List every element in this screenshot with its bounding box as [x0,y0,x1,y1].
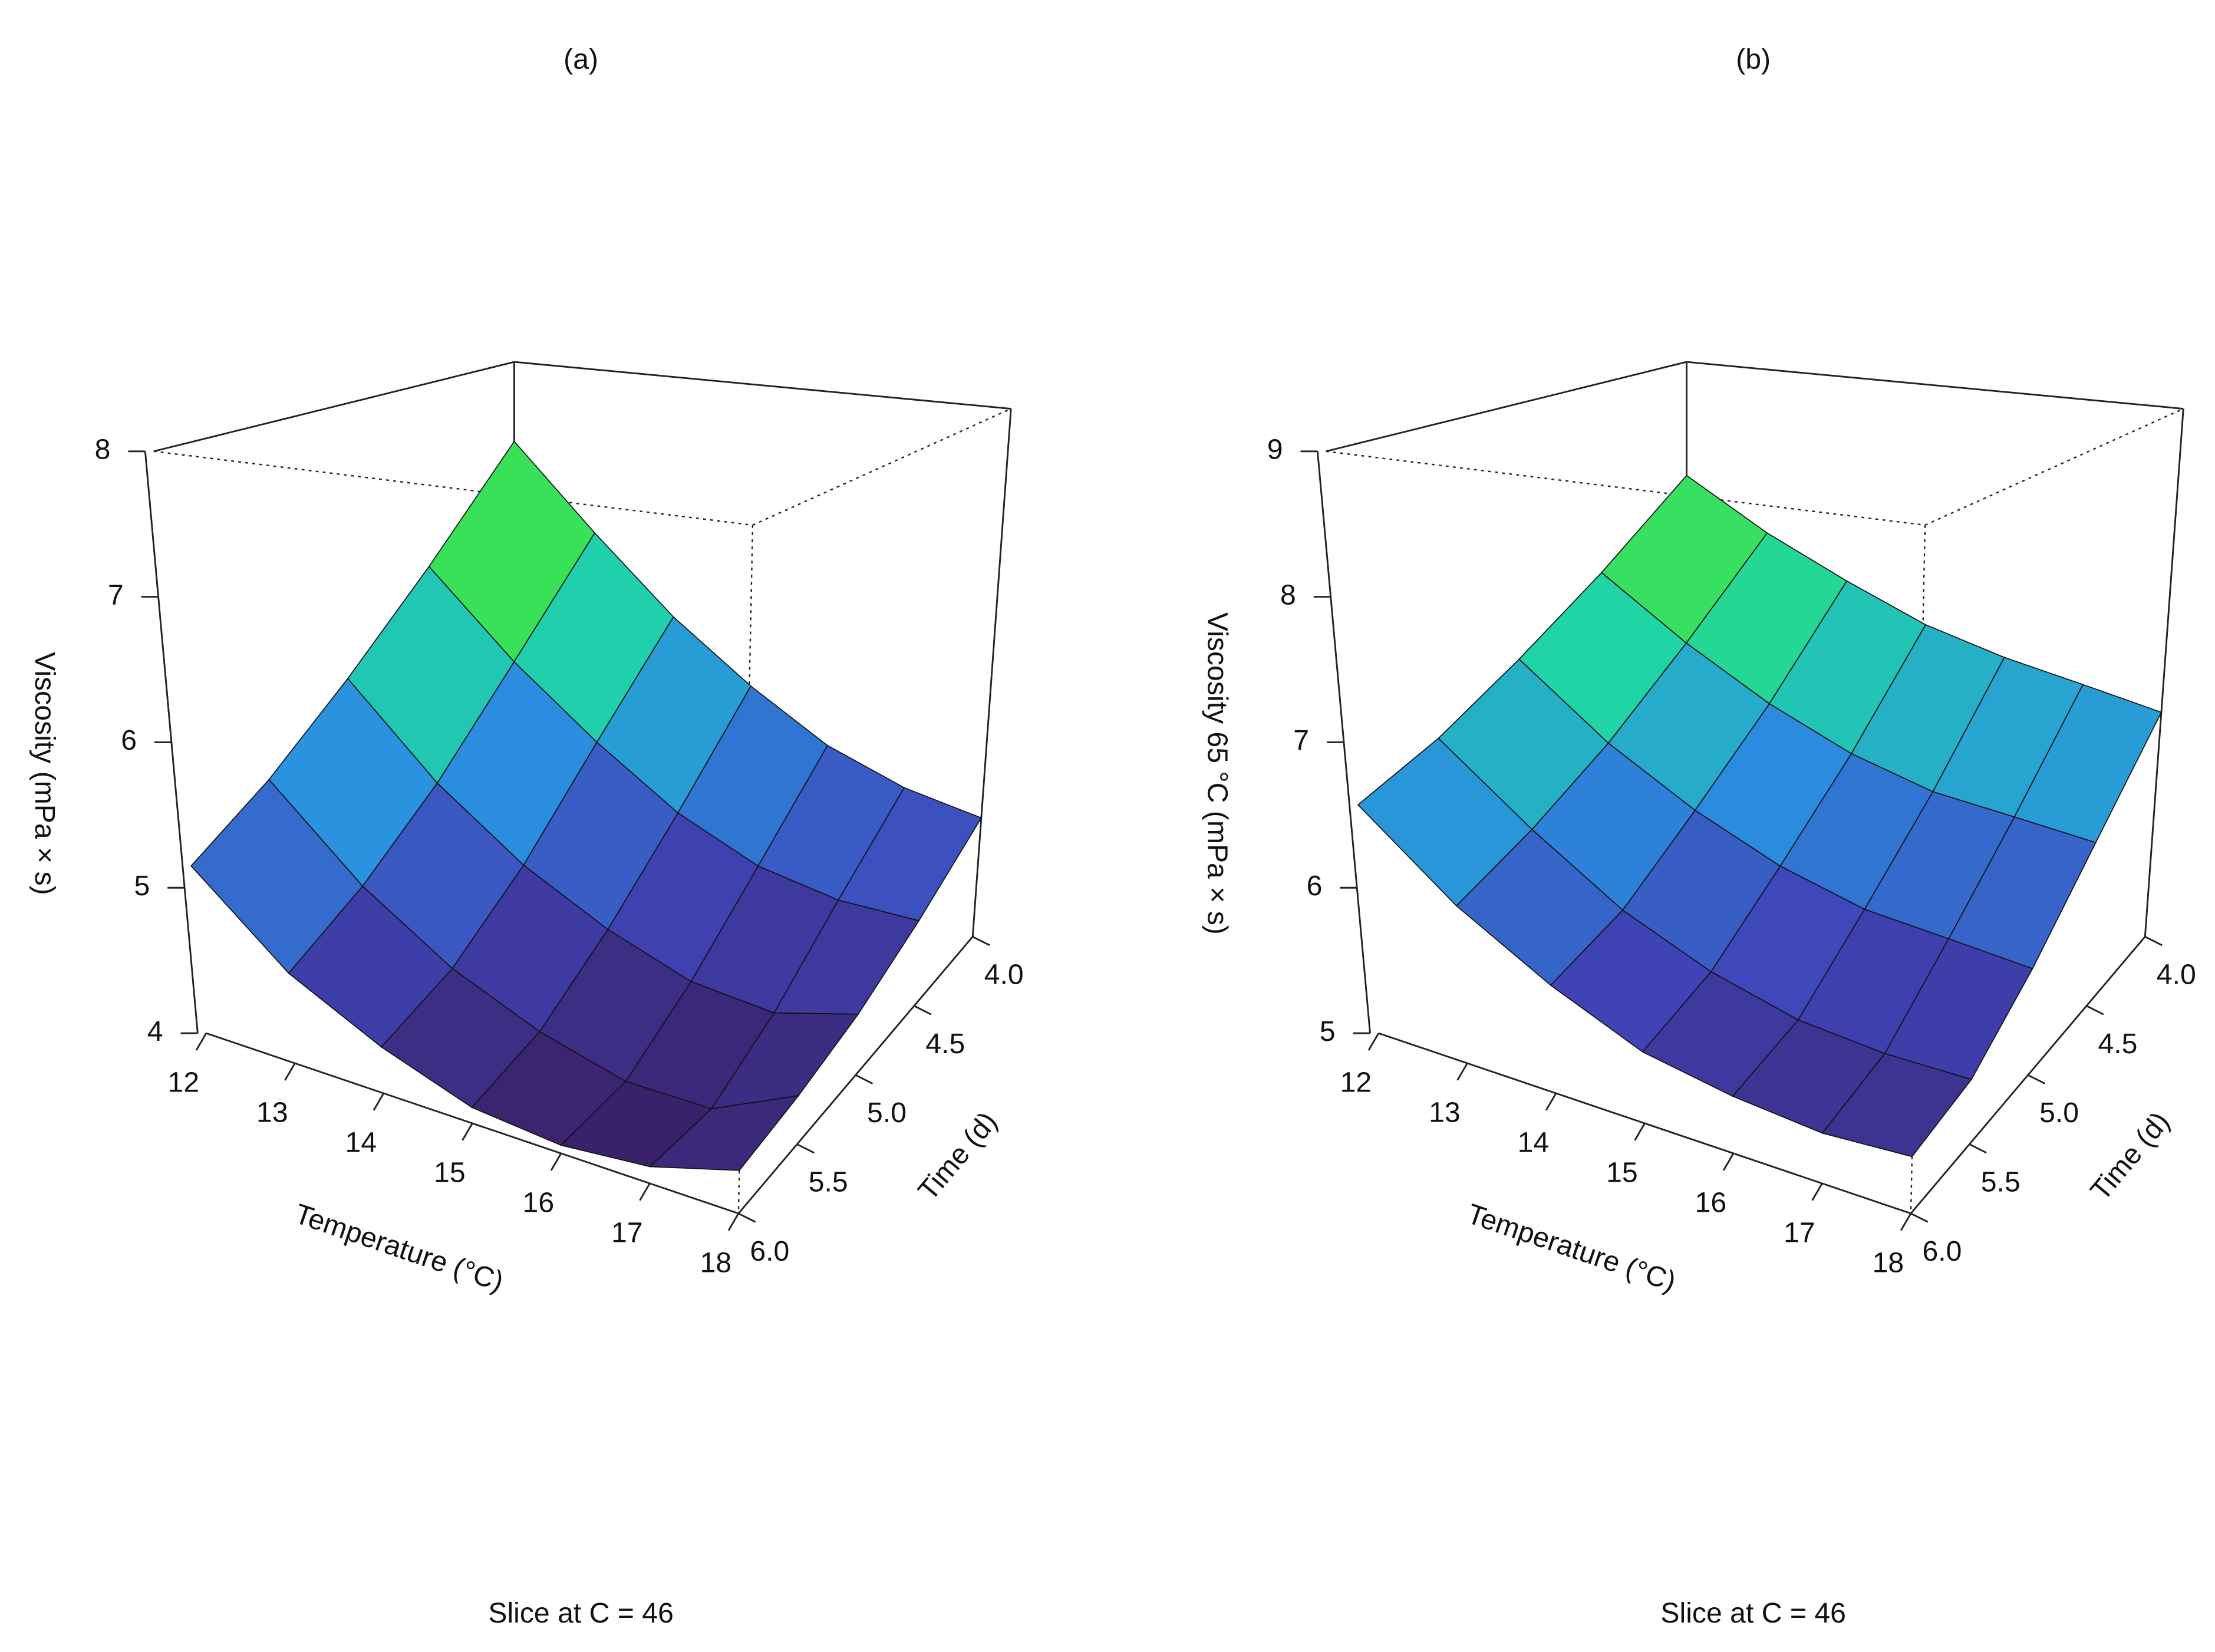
chart-title: (b) [1736,43,1771,75]
x-tick [1811,1183,1823,1201]
y-tick-label: 6.0 [1922,1235,1962,1267]
z-tick-label: 4 [147,1015,163,1047]
z-axis-label: Viscosity (mPa × s) [29,652,61,895]
box-edge [737,525,754,1214]
y-tick [1969,1143,1987,1154]
chart-title: (a) [563,43,598,75]
y-tick [855,1074,874,1084]
y-tick [972,936,990,947]
box-edge [1924,408,2184,526]
z-tick-label: 7 [108,579,124,611]
x-tick [195,1033,207,1051]
box-edge [1326,361,1687,453]
y-tick-label: 5.0 [867,1097,907,1129]
x-axis-label: Temperature (°C) [1463,1198,1680,1298]
z-tick-label: 6 [1307,870,1323,902]
z-tick-label: 7 [1293,724,1309,756]
x-tick [1722,1153,1735,1171]
y-tick-label: 6.0 [750,1235,789,1267]
x-tick [1634,1123,1646,1141]
x-tick-label: 15 [1606,1156,1638,1188]
y-axis-label: Time (d) [2084,1106,2176,1206]
box-edge [2144,408,2184,937]
x-tick-label: 17 [611,1216,643,1248]
z-tick-label: 6 [121,724,137,756]
x-tick-label: 16 [523,1186,555,1218]
x-tick-label: 13 [256,1096,288,1128]
x-tick [1900,1213,1912,1231]
z-tick-label: 8 [95,433,111,465]
x-tick [727,1213,740,1231]
y-tick [914,1005,932,1015]
z-tick-label: 8 [1280,579,1296,611]
y-tick-label: 5.0 [2039,1097,2079,1129]
y-axis-label: Time (d) [912,1106,1003,1206]
y-tick [738,1212,756,1223]
x-tick [284,1063,296,1081]
x-tick [462,1123,473,1141]
box-edge [1326,450,1926,526]
x-tick-label: 14 [345,1126,377,1158]
z-axis-label: Viscosity 65 °C (mPa × s) [1201,612,1233,935]
y-tick [796,1143,815,1154]
box-edge [153,450,753,526]
y-tick-label: 4.0 [2157,958,2196,990]
z-tick-label: 5 [1320,1015,1336,1047]
x-tick [373,1093,385,1111]
y-tick [2027,1074,2046,1084]
x-tick-label: 16 [1695,1186,1727,1218]
x-tick-label: 12 [168,1066,200,1098]
x-tick-label: 12 [1340,1066,1372,1098]
x-tick-label: 13 [1429,1096,1461,1128]
box-edge [971,408,1012,937]
y-tick-label: 5.5 [1981,1166,2020,1198]
box-edge [752,408,1011,526]
y-tick-label: 4.0 [984,958,1024,990]
y-tick-label: 4.5 [925,1028,965,1060]
z-tick-label: 5 [134,870,150,902]
chart-subtitle: Slice at C = 46 [1660,1597,1846,1629]
chart-subtitle: Slice at C = 46 [488,1597,674,1629]
x-tick-label: 14 [1518,1126,1550,1158]
x-tick-label: 15 [434,1156,466,1188]
y-tick [2086,1005,2104,1015]
x-tick [639,1183,651,1201]
surface-cell [648,1094,800,1171]
y-tick-label: 4.5 [2098,1028,2137,1060]
box-edge [514,361,1011,410]
box-edge [1686,361,2184,410]
x-tick [1456,1063,1468,1081]
x-tick-label: 17 [1784,1216,1815,1248]
box-edge [153,361,515,453]
z-tick-label: 9 [1267,433,1283,465]
x-tick [550,1153,562,1171]
y-tick [2144,936,2163,947]
x-tick [1367,1033,1380,1051]
y-tick-label: 5.5 [809,1166,848,1198]
x-tick-label: 18 [1873,1247,1904,1278]
x-tick [1545,1093,1557,1111]
x-tick-label: 18 [700,1247,732,1278]
surface-cell [1821,1053,1973,1158]
x-axis-label: Temperature (°C) [291,1198,507,1298]
y-tick [1910,1212,1929,1223]
